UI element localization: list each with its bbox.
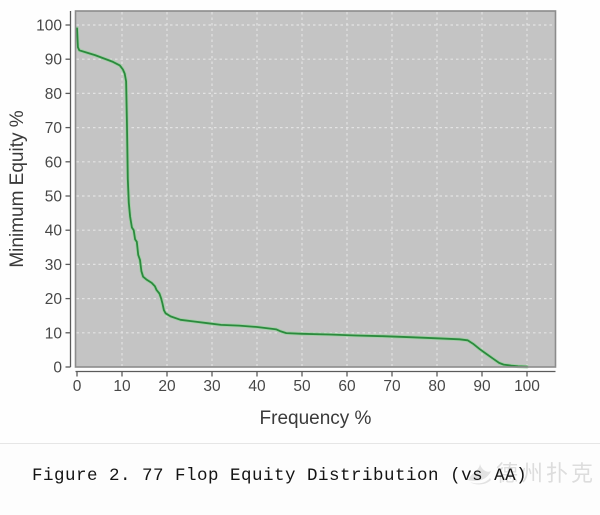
y-tick-label: 50 [45,189,63,206]
y-tick-label: 0 [53,360,62,377]
figure-caption: Figure 2. 77 Flop Equity Distribution (v… [32,466,528,486]
y-tick-label: 60 [45,154,63,171]
equity-curve [76,27,528,368]
plot-border [74,10,557,368]
x-axis-title: Frequency % [260,408,372,429]
x-tick-label: 80 [428,378,446,395]
x-tick-label: 10 [113,378,131,395]
y-tick-label: 10 [45,325,63,342]
x-tick-label: 50 [293,378,311,395]
equity-distribution-chart: 0 10 20 30 40 50 60 70 80 90 100 0 10 20 30 40 50 60 70 80 9… [7,10,557,429]
y-tick-label: 30 [45,257,63,274]
x-tick-label: 100 [514,378,540,395]
y-tick-label: 90 [45,52,63,69]
x-tick-label: 70 [383,378,401,395]
y-tick-label: 40 [45,223,63,240]
x-tick-label: 30 [203,378,221,395]
x-tick-label: 90 [473,378,491,395]
y-axis-title: Minimum Equity % [7,110,28,267]
x-tick-label: 60 [338,378,356,395]
x-tick-label: 0 [73,378,82,395]
y-tick-label: 20 [45,291,63,308]
x-tick-label: 40 [248,378,266,395]
y-tick-label: 80 [45,86,63,103]
y-tick-label: 70 [45,120,63,137]
plot-background [75,11,556,367]
x-tick-label: 20 [158,378,176,395]
y-tick-label: 100 [36,18,62,35]
caption-strip: 德州扑克 Figure 2. 77 Flop Equity Distributi… [0,443,600,515]
